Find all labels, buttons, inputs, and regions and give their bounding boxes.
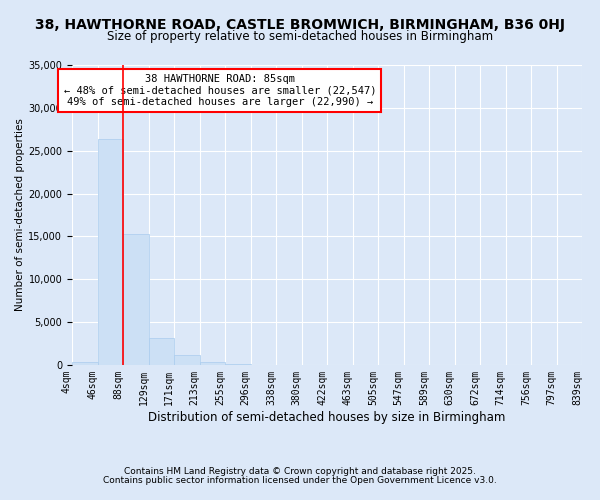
Text: Contains public sector information licensed under the Open Government Licence v3: Contains public sector information licen…: [103, 476, 497, 485]
Bar: [123, 234, 149, 365]
Bar: [72, 362, 97, 365]
Y-axis label: Number of semi-detached properties: Number of semi-detached properties: [16, 118, 26, 312]
Bar: [199, 362, 225, 365]
Text: 38 HAWTHORNE ROAD: 85sqm
← 48% of semi-detached houses are smaller (22,547)
49% : 38 HAWTHORNE ROAD: 85sqm ← 48% of semi-d…: [64, 74, 376, 107]
Bar: [97, 138, 123, 365]
X-axis label: Distribution of semi-detached houses by size in Birmingham: Distribution of semi-detached houses by …: [148, 410, 506, 424]
Bar: [149, 338, 174, 365]
Bar: [225, 364, 251, 365]
Bar: [174, 354, 199, 365]
Text: Contains HM Land Registry data © Crown copyright and database right 2025.: Contains HM Land Registry data © Crown c…: [124, 467, 476, 476]
Text: 38, HAWTHORNE ROAD, CASTLE BROMWICH, BIRMINGHAM, B36 0HJ: 38, HAWTHORNE ROAD, CASTLE BROMWICH, BIR…: [35, 18, 565, 32]
Text: Size of property relative to semi-detached houses in Birmingham: Size of property relative to semi-detach…: [107, 30, 493, 43]
